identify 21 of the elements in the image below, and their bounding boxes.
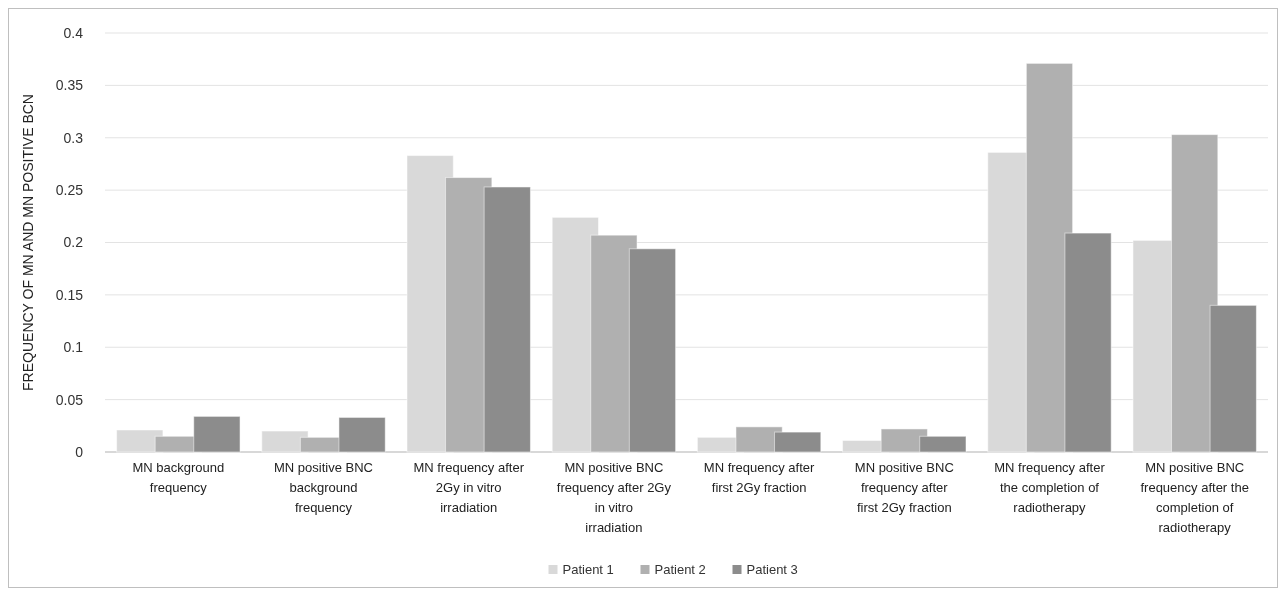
x-tick-label: MN positive BNC frequency after first 2Gy fraction xyxy=(854,460,954,515)
y-tick-label: 0 xyxy=(75,443,84,460)
x-tick-label: MN frequency after first 2Gy fraction xyxy=(703,460,816,495)
x-tick-label: MN background frequency xyxy=(132,460,225,495)
y-tick-label: 0.35 xyxy=(55,77,84,94)
y-tick-label: 0.3 xyxy=(63,129,84,146)
x-tick-label: MN frequency after the completion of radiotherapy xyxy=(994,460,1106,515)
y-tick-label: 0.15 xyxy=(55,286,84,303)
y-axis-title: FREQUENCY OF MN AND MN POSITIVE BCN xyxy=(20,94,36,391)
x-tick-label: MN positive BNC frequency after 2Gy in vitro irradiation xyxy=(556,460,672,535)
y-tick-label: 0.25 xyxy=(55,182,84,199)
legend-label: Patient 1 xyxy=(562,562,614,577)
x-tick-label: MN frequency after 2Gy in vitro irradiation xyxy=(413,460,525,515)
y-tick-label: 0.1 xyxy=(63,339,84,356)
x-tick-label: MN positive BNC frequency after the completion of radiotherapy xyxy=(1140,460,1249,535)
y-tick-label: 0.4 xyxy=(63,24,84,41)
y-tick-label: 0.2 xyxy=(63,234,84,251)
y-tick-label: 0.05 xyxy=(55,391,84,408)
x-tick-label: MN positive BNC background frequency xyxy=(274,460,373,515)
legend-label: Patient 2 xyxy=(654,562,706,577)
legend-label: Patient 3 xyxy=(746,562,798,577)
